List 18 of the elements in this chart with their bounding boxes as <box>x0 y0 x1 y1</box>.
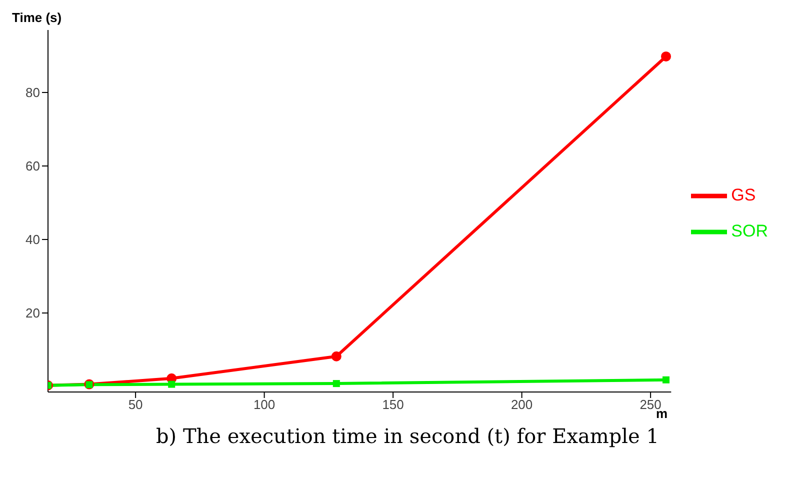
x-tick-label: 150 <box>382 397 404 412</box>
y-tick-label: 20 <box>26 306 40 321</box>
y-axis-title: Time (s) <box>12 10 62 25</box>
x-tick-label: 250 <box>640 397 662 412</box>
x-tick-label: 100 <box>253 397 276 412</box>
y-tick-label: 60 <box>26 158 40 174</box>
point <box>662 376 670 384</box>
point <box>168 380 176 388</box>
legend-label: GS <box>731 185 756 204</box>
x-tick-label: 50 <box>128 397 143 412</box>
x-tick-label: 200 <box>510 397 533 412</box>
y-tick-label: 80 <box>26 85 40 100</box>
text: b) The execution time in second (t) for Example 1 <box>156 424 660 448</box>
legend-label: SOR <box>731 221 768 240</box>
y-tick-label: 40 <box>26 232 40 248</box>
point <box>331 351 342 362</box>
point <box>661 51 672 62</box>
point <box>332 380 340 388</box>
